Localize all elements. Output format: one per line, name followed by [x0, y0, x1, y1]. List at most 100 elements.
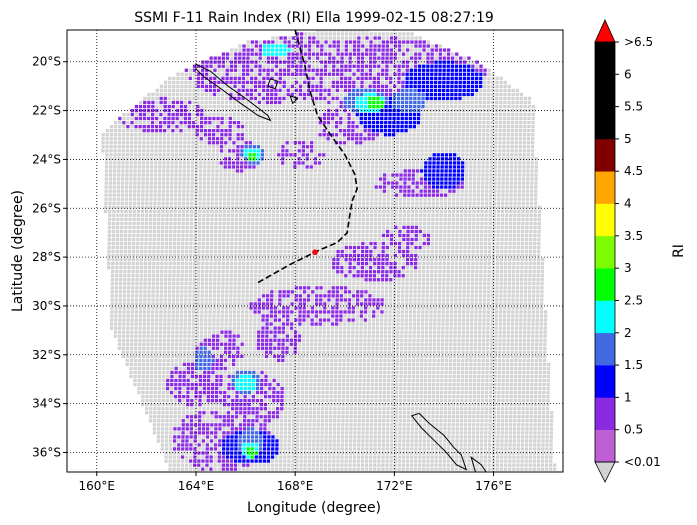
rain-index-pixel — [389, 36, 394, 40]
rain-index-pixel — [302, 88, 307, 92]
rain-index-pixel — [418, 225, 423, 229]
rain-index-pixel — [149, 185, 153, 189]
rain-index-pixel — [312, 40, 316, 44]
rain-index-pixel — [185, 237, 189, 242]
rain-index-pixel — [505, 185, 509, 189]
rain-index-pixel — [425, 80, 430, 84]
rain-index-pixel — [343, 84, 348, 88]
rain-index-pixel — [313, 197, 317, 201]
rain-index-pixel — [381, 60, 385, 64]
rain-index-pixel — [384, 80, 389, 84]
rain-index-pixel — [456, 169, 461, 173]
rain-index-pixel — [297, 177, 301, 181]
rain-index-pixel — [344, 52, 348, 56]
rain-index-pixel — [140, 217, 144, 221]
rain-index-pixel — [207, 137, 212, 141]
rain-index-pixel — [273, 133, 277, 137]
rain-index-pixel — [312, 241, 316, 246]
rain-index-pixel — [382, 213, 386, 217]
rain-index-pixel — [353, 36, 357, 40]
rain-index-pixel — [221, 68, 225, 72]
rain-index-pixel — [346, 173, 350, 177]
rain-index-pixel — [111, 225, 116, 229]
rain-index-pixel — [304, 209, 308, 213]
rain-index-pixel — [304, 229, 308, 234]
rain-index-pixel — [508, 233, 512, 238]
rain-index-pixel — [383, 137, 388, 141]
rain-index-pixel — [527, 133, 531, 137]
rain-index-pixel — [403, 185, 407, 189]
rain-index-pixel — [480, 229, 484, 234]
rain-index-pixel — [482, 129, 486, 133]
rain-index-pixel — [436, 157, 440, 161]
rain-index-pixel — [428, 137, 433, 141]
rain-index-pixel — [146, 129, 150, 133]
rain-index-pixel — [509, 177, 514, 181]
rain-index-pixel — [332, 237, 336, 242]
rain-index-pixel — [271, 48, 275, 52]
rain-index-pixel — [362, 201, 366, 205]
rain-index-pixel — [190, 209, 194, 213]
rain-index-pixel — [278, 60, 283, 64]
rain-index-pixel — [339, 116, 343, 121]
rain-index-pixel — [328, 225, 333, 229]
rain-index-pixel — [105, 153, 109, 157]
rain-index-pixel — [463, 60, 467, 64]
rain-index-pixel — [368, 72, 372, 76]
rain-index-pixel — [390, 221, 394, 225]
rain-index-pixel — [260, 169, 264, 173]
rain-index-pixel — [421, 80, 426, 84]
rain-index-pixel — [412, 157, 416, 161]
rain-index-pixel — [526, 157, 530, 161]
rain-index-pixel — [234, 217, 239, 221]
rain-index-pixel — [162, 153, 166, 157]
rain-index-pixel — [420, 169, 424, 173]
rain-index-pixel — [225, 96, 229, 101]
rain-index-pixel — [263, 225, 267, 229]
rain-index-pixel — [295, 36, 300, 40]
rain-index-pixel — [420, 125, 425, 129]
rain-index-pixel — [289, 165, 293, 169]
rain-index-pixel — [343, 112, 347, 117]
rain-index-pixel — [250, 241, 254, 246]
rain-index-pixel — [121, 149, 125, 153]
rain-index-pixel — [411, 181, 415, 185]
rain-index-pixel — [227, 185, 231, 189]
rain-index-pixel — [230, 213, 235, 217]
rain-index-pixel — [178, 181, 182, 185]
rain-index-pixel — [126, 133, 130, 137]
rain-index-pixel — [174, 157, 178, 161]
rain-index-pixel — [316, 36, 320, 40]
rain-index-pixel — [401, 80, 405, 84]
rain-index-pixel — [279, 225, 283, 229]
rain-index-pixel — [422, 229, 427, 234]
rain-index-pixel — [267, 40, 271, 44]
rain-index-pixel — [195, 133, 199, 137]
rain-index-pixel — [381, 56, 385, 60]
rain-index-pixel — [370, 169, 375, 173]
rain-index-pixel — [378, 181, 383, 185]
rain-index-pixel — [142, 108, 147, 113]
rain-index-pixel — [309, 161, 313, 165]
rain-index-pixel — [534, 181, 538, 185]
rain-index-pixel — [225, 72, 229, 76]
rain-index-pixel — [191, 129, 195, 133]
rain-index-pixel — [340, 237, 345, 242]
rain-index-pixel — [359, 145, 363, 149]
rain-index-pixel — [296, 189, 301, 193]
rain-index-pixel — [226, 225, 230, 229]
rain-index-pixel — [408, 125, 412, 129]
rain-index-pixel — [350, 153, 354, 157]
rain-index-pixel — [366, 185, 370, 189]
rain-index-pixel — [417, 84, 421, 88]
rain-index-pixel — [368, 104, 372, 109]
rain-index-pixel — [276, 181, 280, 185]
rain-index-pixel — [353, 205, 357, 209]
rain-index-pixel — [256, 153, 260, 157]
rain-index-pixel — [259, 193, 264, 197]
rain-index-pixel — [429, 104, 433, 109]
rain-index-pixel — [164, 241, 169, 246]
rain-index-pixel — [193, 245, 197, 250]
rain-index-pixel — [398, 40, 402, 44]
rain-index-pixel — [467, 60, 471, 64]
